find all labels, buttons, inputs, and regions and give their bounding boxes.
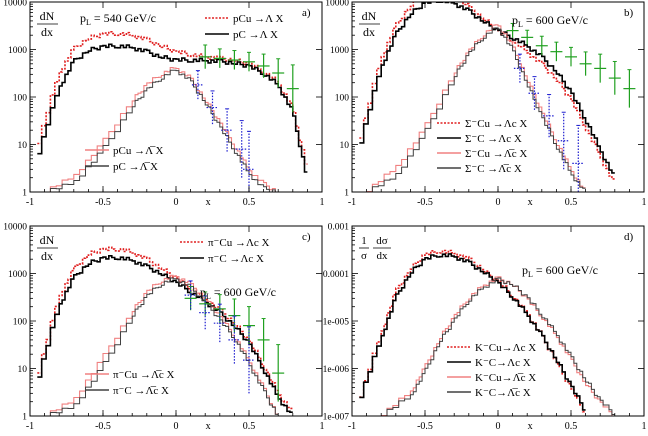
x-tick-label: 0.5 bbox=[243, 197, 256, 208]
x-axis-label: x bbox=[528, 421, 533, 432]
x-tick-label: 1 bbox=[320, 421, 325, 432]
y-tick-label: 1 bbox=[344, 189, 349, 199]
y-tick-label: 0.0001 bbox=[323, 270, 349, 280]
x-tick-label: -1 bbox=[348, 421, 356, 432]
series-line bbox=[37, 43, 308, 173]
series-line bbox=[37, 31, 308, 165]
x-tick-label: -0.5 bbox=[95, 197, 111, 208]
y-tick-label: 10000 bbox=[3, 223, 27, 233]
x-tick-label: 0 bbox=[496, 421, 501, 432]
legend-label: π⁻C →Λ̅c X bbox=[113, 385, 169, 397]
x-tick-label: 0 bbox=[174, 421, 179, 432]
legend-label: pC →Λ̅ X bbox=[113, 161, 158, 173]
panel-label: b) bbox=[624, 7, 634, 19]
x-tick-label: 0.5 bbox=[565, 421, 578, 432]
y-tick-label: 100 bbox=[13, 94, 28, 104]
y-tick-label: 1000 bbox=[8, 46, 27, 56]
series-line bbox=[44, 277, 279, 416]
annotation: pL = 540 GeV/c bbox=[80, 11, 156, 27]
y-tick-label: 100 bbox=[335, 94, 350, 104]
panel-d: -1 -0.5 0 0.5 1 x 1e-007 1e-006 1e-005 0.0001 0.00… bbox=[323, 223, 647, 433]
legend-label: Σ⁻Cu →Λc X bbox=[465, 118, 527, 130]
x-tick-label: -1 bbox=[348, 197, 356, 208]
legend-label: K⁻C→Λc X bbox=[475, 357, 531, 369]
series-line bbox=[44, 69, 279, 192]
y-label-num: 1 bbox=[361, 235, 367, 247]
y-tick-label: 0.001 bbox=[328, 223, 350, 233]
y-tick-label: 10000 bbox=[325, 0, 349, 9]
y-tick-label: 1e-006 bbox=[323, 365, 350, 375]
series-line bbox=[44, 67, 279, 192]
panel-label: c) bbox=[302, 231, 311, 243]
legend-label: Σ⁻Cu →Λ̅c X bbox=[465, 148, 527, 160]
y-label-den: dx bbox=[41, 249, 53, 263]
panel-c: -1 -0.5 0 0.5 1 x 1 10 100 1000 10000 c) dN dx pL = 60… bbox=[3, 223, 324, 433]
x-tick-label: 0.5 bbox=[243, 421, 256, 432]
x-axis-label: x bbox=[206, 421, 211, 432]
y-label-den: σ bbox=[361, 250, 367, 262]
y-label-num: dN bbox=[40, 9, 55, 23]
annotation: pL = 600 GeV/c bbox=[522, 263, 598, 279]
legend-label: π⁻C →Λc X bbox=[208, 253, 264, 265]
legend-label: π⁻Cu →Λ̅c X bbox=[113, 369, 175, 381]
legend-label: pC →Λ X bbox=[233, 29, 278, 41]
y-tick-label: 100 bbox=[13, 318, 28, 328]
y-label-num: dN bbox=[362, 9, 377, 23]
annotation: pL = 600 GeV/c bbox=[512, 13, 588, 29]
legend-label: π⁻Cu →Λc X bbox=[208, 237, 270, 249]
x-tick-label: -1 bbox=[26, 197, 34, 208]
y-tick-label: 1000 bbox=[330, 46, 349, 56]
panel-a: -1 -0.5 0 0.5 1 x 1 10 100 1000 10000 a) dN dx pL = 54… bbox=[3, 0, 324, 208]
x-tick-label: 0 bbox=[496, 197, 501, 208]
x-tick-label: 1 bbox=[320, 197, 325, 208]
legend-label: Σ⁻C →Λ̅c X bbox=[465, 163, 522, 175]
y-label-num2: dσ bbox=[376, 235, 388, 247]
y-tick-label: 1 bbox=[22, 413, 27, 423]
series-line bbox=[366, 24, 586, 192]
y-label-den: dx bbox=[363, 25, 375, 39]
y-tick-label: 10 bbox=[18, 365, 28, 375]
plot-area bbox=[37, 246, 293, 416]
y-tick-label: 1 bbox=[22, 189, 27, 199]
series-line bbox=[37, 255, 293, 413]
legend-label: pCu →Λ X bbox=[233, 13, 284, 25]
panel-label: d) bbox=[624, 231, 634, 243]
series-line bbox=[381, 277, 615, 416]
plot-area bbox=[359, 2, 636, 192]
legend-label: K⁻C→Λ̅c X bbox=[475, 387, 531, 399]
annotation: pL = 600 GeV/c bbox=[200, 285, 276, 301]
x-tick-label: 1 bbox=[642, 197, 647, 208]
series-line bbox=[359, 253, 586, 411]
panel-label: a) bbox=[302, 7, 311, 19]
y-tick-label: 10000 bbox=[3, 0, 27, 9]
y-tick-label: 10 bbox=[18, 141, 28, 151]
plot-area bbox=[37, 31, 308, 192]
legend-label: K⁻Cu→Λ̅c X bbox=[475, 372, 536, 384]
y-label-den2: dx bbox=[377, 250, 389, 262]
x-tick-label: -0.5 bbox=[417, 421, 433, 432]
y-tick-label: 10 bbox=[340, 141, 350, 151]
y-tick-label: 1e-007 bbox=[323, 413, 350, 423]
legend-label: K⁻Cu→Λc X bbox=[475, 342, 536, 354]
x-tick-label: -0.5 bbox=[417, 197, 433, 208]
x-tick-label: 0 bbox=[174, 197, 179, 208]
legend-label: Σ⁻C →Λc X bbox=[465, 133, 522, 145]
x-tick-label: -1 bbox=[26, 421, 34, 432]
legend-label: pCu →Λ̅ X bbox=[113, 145, 164, 157]
x-axis-label: x bbox=[528, 197, 533, 208]
x-tick-label: -0.5 bbox=[95, 421, 111, 432]
x-tick-label: 1 bbox=[642, 421, 647, 432]
y-tick-label: 1e-005 bbox=[323, 318, 350, 328]
y-label-den: dx bbox=[41, 25, 53, 39]
plot-frame bbox=[29, 1, 323, 193]
y-label-num: dN bbox=[40, 233, 55, 247]
series-line bbox=[366, 27, 586, 192]
y-tick-label: 1000 bbox=[8, 270, 27, 280]
x-axis-label: x bbox=[206, 197, 211, 208]
plot-area bbox=[359, 249, 615, 416]
x-tick-label: 0.5 bbox=[565, 197, 578, 208]
series-line bbox=[359, 2, 615, 174]
panel-b: -1 -0.5 0 0.5 1 x 1 10 100 1000 10000 b) dN dx pL = 60… bbox=[325, 0, 646, 208]
